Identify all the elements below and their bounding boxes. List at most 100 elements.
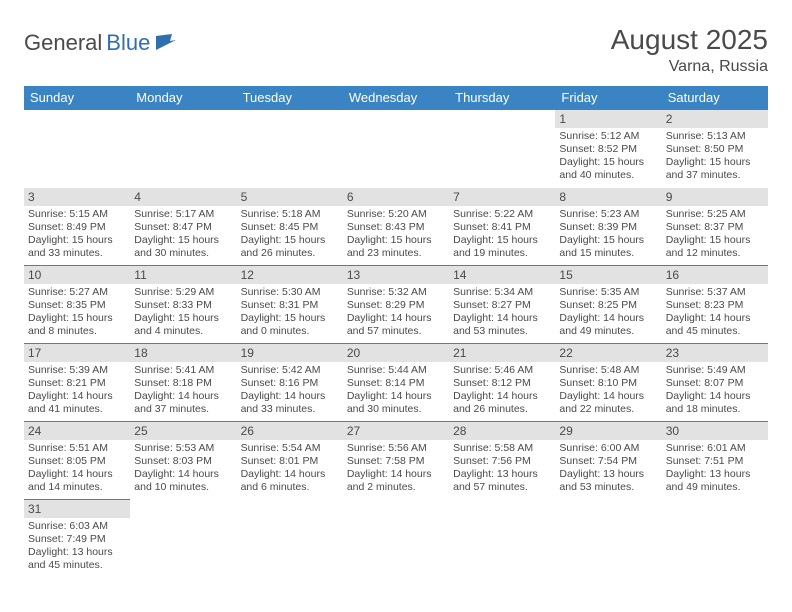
daylight-line-1: Daylight: 15 hours bbox=[347, 234, 445, 247]
calendar-day-cell bbox=[449, 500, 555, 578]
sunset-line: Sunset: 8:21 PM bbox=[28, 377, 126, 390]
calendar-day-cell: 18Sunrise: 5:41 AMSunset: 8:18 PMDayligh… bbox=[130, 344, 236, 422]
daylight-line-1: Daylight: 14 hours bbox=[134, 390, 232, 403]
sunrise-line: Sunrise: 5:46 AM bbox=[453, 364, 551, 377]
sunset-line: Sunset: 8:31 PM bbox=[241, 299, 339, 312]
daylight-line-2: and 14 minutes. bbox=[28, 481, 126, 494]
weekday-header: Friday bbox=[555, 86, 661, 110]
sunset-line: Sunset: 8:35 PM bbox=[28, 299, 126, 312]
day-number: 28 bbox=[449, 422, 555, 440]
daylight-line-1: Daylight: 15 hours bbox=[559, 234, 657, 247]
day-number: 1 bbox=[555, 110, 661, 128]
day-number: 19 bbox=[237, 344, 343, 362]
daylight-line-2: and 26 minutes. bbox=[453, 403, 551, 416]
calendar-day-cell: 7Sunrise: 5:22 AMSunset: 8:41 PMDaylight… bbox=[449, 188, 555, 266]
day-number: 18 bbox=[130, 344, 236, 362]
sunrise-line: Sunrise: 5:12 AM bbox=[559, 130, 657, 143]
daylight-line-2: and 26 minutes. bbox=[241, 247, 339, 260]
calendar-day-cell: 13Sunrise: 5:32 AMSunset: 8:29 PMDayligh… bbox=[343, 266, 449, 344]
weekday-header: Thursday bbox=[449, 86, 555, 110]
sunset-line: Sunset: 8:16 PM bbox=[241, 377, 339, 390]
sunrise-line: Sunrise: 5:17 AM bbox=[134, 208, 232, 221]
sunrise-line: Sunrise: 5:53 AM bbox=[134, 442, 232, 455]
sunset-line: Sunset: 8:33 PM bbox=[134, 299, 232, 312]
daylight-line-1: Daylight: 14 hours bbox=[28, 390, 126, 403]
calendar-day-cell: 27Sunrise: 5:56 AMSunset: 7:58 PMDayligh… bbox=[343, 422, 449, 500]
sunset-line: Sunset: 8:50 PM bbox=[666, 143, 764, 156]
calendar-day-cell: 10Sunrise: 5:27 AMSunset: 8:35 PMDayligh… bbox=[24, 266, 130, 344]
calendar-day-cell: 20Sunrise: 5:44 AMSunset: 8:14 PMDayligh… bbox=[343, 344, 449, 422]
daylight-line-2: and 2 minutes. bbox=[347, 481, 445, 494]
daylight-line-1: Daylight: 15 hours bbox=[28, 234, 126, 247]
calendar-day-cell: 11 Sunrise: 5:29 AMSunset: 8:33 PMDayligh… bbox=[130, 266, 236, 344]
daylight-line-1: Daylight: 14 hours bbox=[347, 390, 445, 403]
sunrise-line: Sunrise: 5:27 AM bbox=[28, 286, 126, 299]
sunrise-line: Sunrise: 5:37 AM bbox=[666, 286, 764, 299]
weekday-header: Saturday bbox=[662, 86, 768, 110]
calendar-day-cell: 6Sunrise: 5:20 AMSunset: 8:43 PMDaylight… bbox=[343, 188, 449, 266]
day-number: 31 bbox=[24, 500, 130, 518]
daylight-line-2: and 41 minutes. bbox=[28, 403, 126, 416]
daylight-line-1: Daylight: 14 hours bbox=[559, 312, 657, 325]
sunset-line: Sunset: 8:01 PM bbox=[241, 455, 339, 468]
daylight-line-1: Daylight: 14 hours bbox=[453, 312, 551, 325]
sunset-line: Sunset: 8:45 PM bbox=[241, 221, 339, 234]
calendar-day-cell: 30Sunrise: 6:01 AMSunset: 7:51 PMDayligh… bbox=[662, 422, 768, 500]
daylight-line-1: Daylight: 13 hours bbox=[28, 546, 126, 559]
sunset-line: Sunset: 8:12 PM bbox=[453, 377, 551, 390]
daylight-line-2: and 57 minutes. bbox=[347, 325, 445, 338]
sunset-line: Sunset: 8:18 PM bbox=[134, 377, 232, 390]
daylight-line-2: and 12 minutes. bbox=[666, 247, 764, 260]
sunset-line: Sunset: 8:47 PM bbox=[134, 221, 232, 234]
sunset-line: Sunset: 8:05 PM bbox=[28, 455, 126, 468]
sunrise-line: Sunrise: 5:25 AM bbox=[666, 208, 764, 221]
day-number: 13 bbox=[343, 266, 449, 284]
calendar-day-cell: 22Sunrise: 5:48 AMSunset: 8:10 PMDayligh… bbox=[555, 344, 661, 422]
daylight-line-1: Daylight: 15 hours bbox=[134, 312, 232, 325]
daylight-line-2: and 49 minutes. bbox=[559, 325, 657, 338]
calendar-day-cell: 24Sunrise: 5:51 AMSunset: 8:05 PMDayligh… bbox=[24, 422, 130, 500]
daylight-line-2: and 45 minutes. bbox=[28, 559, 126, 572]
sunrise-line: Sunrise: 5:44 AM bbox=[347, 364, 445, 377]
daylight-line-1: Daylight: 15 hours bbox=[134, 234, 232, 247]
sunrise-line: Sunrise: 5:56 AM bbox=[347, 442, 445, 455]
calendar-day-cell: 19Sunrise: 5:42 AMSunset: 8:16 PMDayligh… bbox=[237, 344, 343, 422]
daylight-line-1: Daylight: 15 hours bbox=[666, 156, 764, 169]
day-number: 12 bbox=[237, 266, 343, 284]
daylight-line-1: Daylight: 14 hours bbox=[134, 468, 232, 481]
weekday-header: Wednesday bbox=[343, 86, 449, 110]
sunrise-line: Sunrise: 5:42 AM bbox=[241, 364, 339, 377]
sunrise-line: Sunrise: 5:29 AM bbox=[134, 286, 232, 299]
logo: GeneralBlue bbox=[24, 24, 178, 56]
calendar-day-cell bbox=[237, 110, 343, 188]
weekday-header-row: Sunday Monday Tuesday Wednesday Thursday… bbox=[24, 86, 768, 110]
sunset-line: Sunset: 8:29 PM bbox=[347, 299, 445, 312]
daylight-line-1: Daylight: 14 hours bbox=[666, 312, 764, 325]
sunrise-line: Sunrise: 5:39 AM bbox=[28, 364, 126, 377]
sunrise-line: Sunrise: 6:00 AM bbox=[559, 442, 657, 455]
calendar-week-row: 17Sunrise: 5:39 AMSunset: 8:21 PMDayligh… bbox=[24, 344, 768, 422]
calendar-day-cell: 15Sunrise: 5:35 AMSunset: 8:25 PMDayligh… bbox=[555, 266, 661, 344]
sunrise-line: Sunrise: 5:23 AM bbox=[559, 208, 657, 221]
calendar-day-cell bbox=[449, 110, 555, 188]
day-number: 11 bbox=[130, 266, 236, 284]
calendar-week-row: 3Sunrise: 5:15 AMSunset: 8:49 PMDaylight… bbox=[24, 188, 768, 266]
daylight-line-2: and 15 minutes. bbox=[559, 247, 657, 260]
sunset-line: Sunset: 7:54 PM bbox=[559, 455, 657, 468]
page-title: August 2025 bbox=[611, 24, 768, 56]
daylight-line-2: and 53 minutes. bbox=[559, 481, 657, 494]
sunrise-line: Sunrise: 5:20 AM bbox=[347, 208, 445, 221]
sunrise-line: Sunrise: 5:58 AM bbox=[453, 442, 551, 455]
day-number: 6 bbox=[343, 188, 449, 206]
sunset-line: Sunset: 7:58 PM bbox=[347, 455, 445, 468]
daylight-line-2: and 8 minutes. bbox=[28, 325, 126, 338]
daylight-line-1: Daylight: 14 hours bbox=[241, 468, 339, 481]
sunrise-line: Sunrise: 5:15 AM bbox=[28, 208, 126, 221]
daylight-line-1: Daylight: 15 hours bbox=[559, 156, 657, 169]
calendar-table: Sunday Monday Tuesday Wednesday Thursday… bbox=[24, 86, 768, 578]
daylight-line-1: Daylight: 15 hours bbox=[241, 234, 339, 247]
calendar-day-cell: 31Sunrise: 6:03 AMSunset: 7:49 PMDayligh… bbox=[24, 500, 130, 578]
page-header: GeneralBlue August 2025 Varna, Russia bbox=[24, 24, 768, 76]
sunrise-line: Sunrise: 5:48 AM bbox=[559, 364, 657, 377]
daylight-line-2: and 10 minutes. bbox=[134, 481, 232, 494]
